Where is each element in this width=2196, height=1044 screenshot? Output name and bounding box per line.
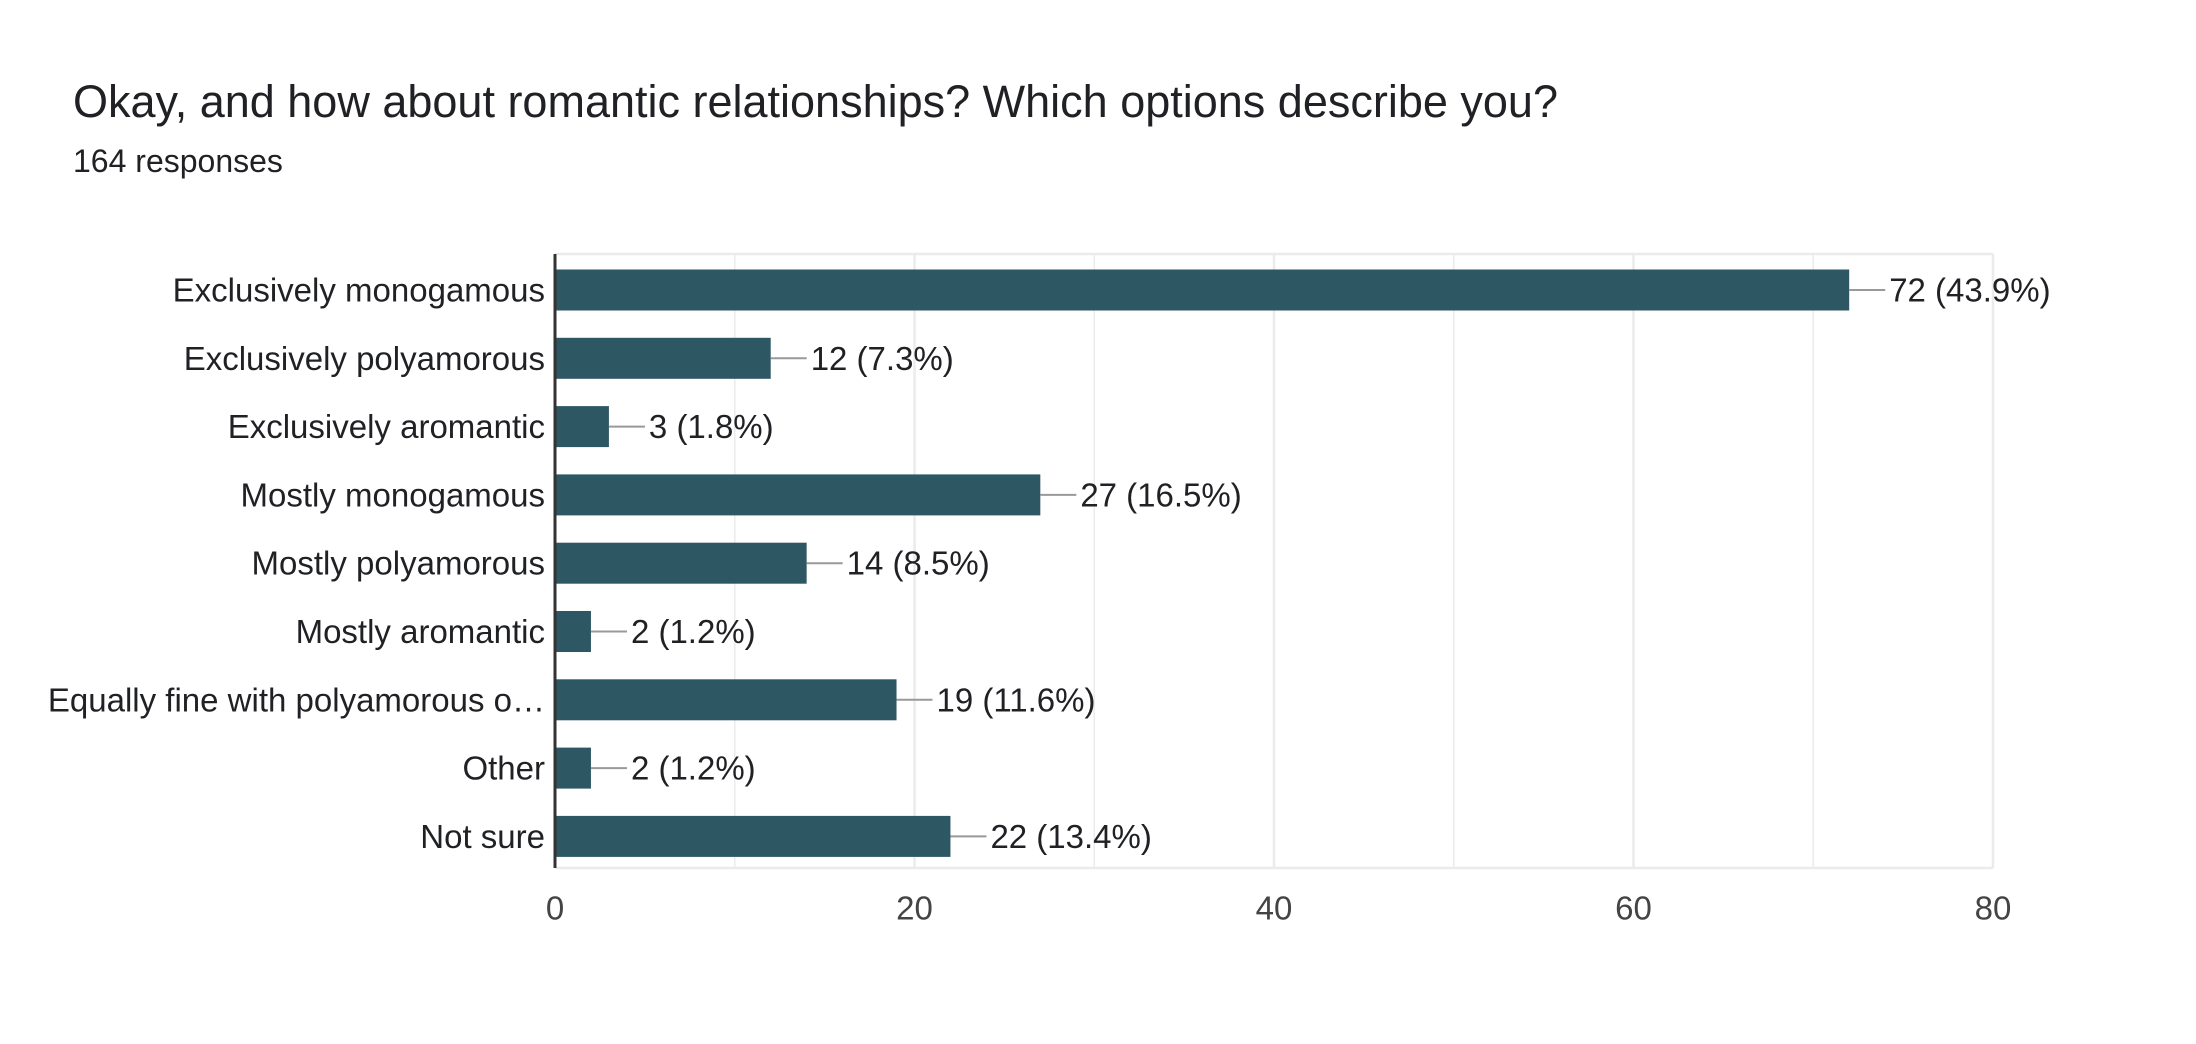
bar bbox=[555, 474, 1041, 516]
bar bbox=[555, 337, 771, 379]
category-label: Other bbox=[462, 750, 545, 787]
bar bbox=[555, 815, 951, 857]
bar bbox=[555, 542, 807, 584]
category-label: Equally fine with polyamorous o… bbox=[48, 681, 545, 718]
question-title: Okay, and how about romantic relationshi… bbox=[73, 76, 1558, 127]
category-label: Mostly monogamous bbox=[241, 476, 545, 513]
category-label: Mostly polyamorous bbox=[252, 545, 545, 582]
category-label: Exclusively polyamorous bbox=[184, 340, 545, 377]
category-label: Not sure bbox=[420, 818, 545, 855]
category-label: Exclusively aromantic bbox=[228, 408, 545, 445]
value-label: 12 (7.3%) bbox=[811, 340, 954, 377]
value-label: 19 (11.6%) bbox=[937, 681, 1096, 718]
bar bbox=[555, 269, 1850, 311]
value-label: 72 (43.9%) bbox=[1889, 272, 2050, 309]
value-label: 2 (1.2%) bbox=[631, 613, 756, 650]
value-label: 27 (16.5%) bbox=[1080, 476, 1241, 513]
x-tick-label: 40 bbox=[1256, 890, 1293, 927]
value-label: 2 (1.2%) bbox=[631, 750, 756, 787]
chart-header: Okay, and how about romantic relationshi… bbox=[73, 70, 1558, 184]
value-label: 14 (8.5%) bbox=[847, 545, 990, 582]
bar bbox=[555, 679, 897, 721]
x-tick-label: 80 bbox=[1975, 890, 2012, 927]
value-label: 22 (13.4%) bbox=[990, 818, 1151, 855]
x-tick-label: 60 bbox=[1615, 890, 1652, 927]
bar bbox=[555, 747, 591, 789]
bar bbox=[555, 611, 591, 652]
x-tick-label: 0 bbox=[546, 890, 564, 927]
bar bbox=[555, 406, 609, 448]
category-label: Mostly aromantic bbox=[296, 613, 545, 650]
category-label: Exclusively monogamous bbox=[173, 272, 545, 309]
value-label: 3 (1.8%) bbox=[649, 408, 774, 445]
x-tick-label: 20 bbox=[896, 890, 933, 927]
response-count: 164 responses bbox=[73, 143, 283, 179]
